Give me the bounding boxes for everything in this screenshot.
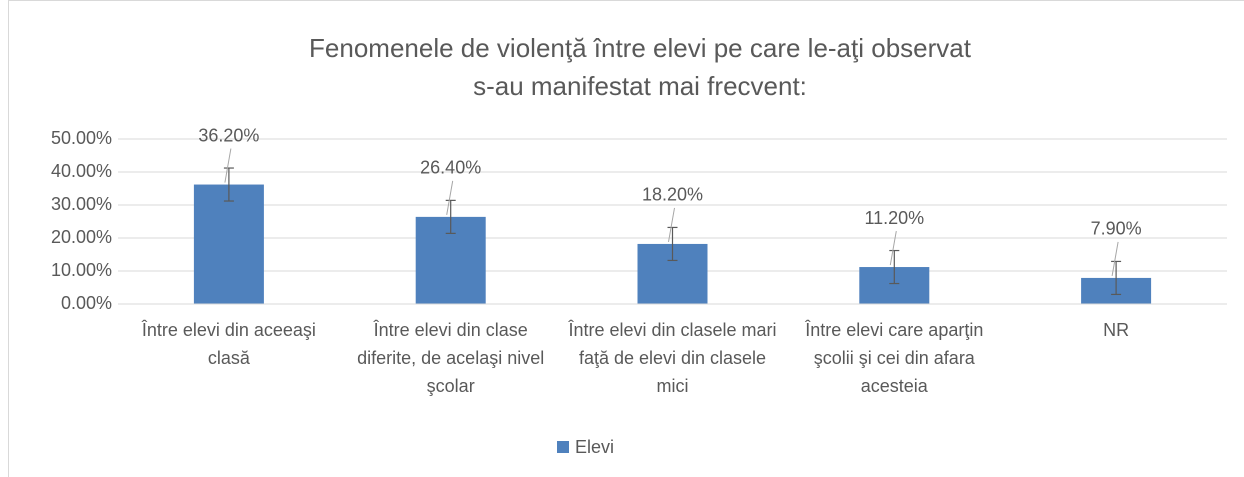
leader-line [668,207,675,243]
bar [193,184,264,304]
data-label: 36.20% [198,125,259,145]
y-tick-label: 0.00% [61,293,112,313]
legend-label: Elevi [575,437,614,457]
chart-title: s-au manifestat mai frecvent: [473,71,807,101]
x-tick-label: Între elevi din aceeaşi clasă [141,320,316,368]
data-label: 7.90% [1091,219,1142,239]
x-tick-label: Între elevi din clase diferite, de acela… [357,320,545,396]
leader-line [446,180,454,215]
error-bar [889,249,900,285]
error-bar [445,199,456,234]
y-tick-label: 50.00% [51,128,112,148]
y-tick-label: 10.00% [51,260,112,280]
error-bar [667,226,678,262]
data-label: 26.40% [420,158,481,178]
error-bar [1111,260,1122,296]
data-label: 18.20% [642,185,703,205]
legend-swatch [557,441,569,453]
x-tick-label: NR [1103,320,1130,340]
x-tick-label: Între elevi care aparţin şcolii şi cei d… [805,320,984,396]
x-tick-label: Între elevi din clasele mari faţă de ele… [568,320,777,396]
error-bar [223,167,234,202]
leader-line [224,148,232,183]
leader-line [1111,241,1119,277]
y-tick-label: 40.00% [51,161,112,181]
y-tick-label: 20.00% [51,227,112,247]
data-label: 11.20% [864,208,924,228]
y-tick-label: 30.00% [51,194,112,214]
chart-title: Fenomenele de violenţă între elevi pe ca… [309,33,972,63]
leader-line [889,230,897,266]
